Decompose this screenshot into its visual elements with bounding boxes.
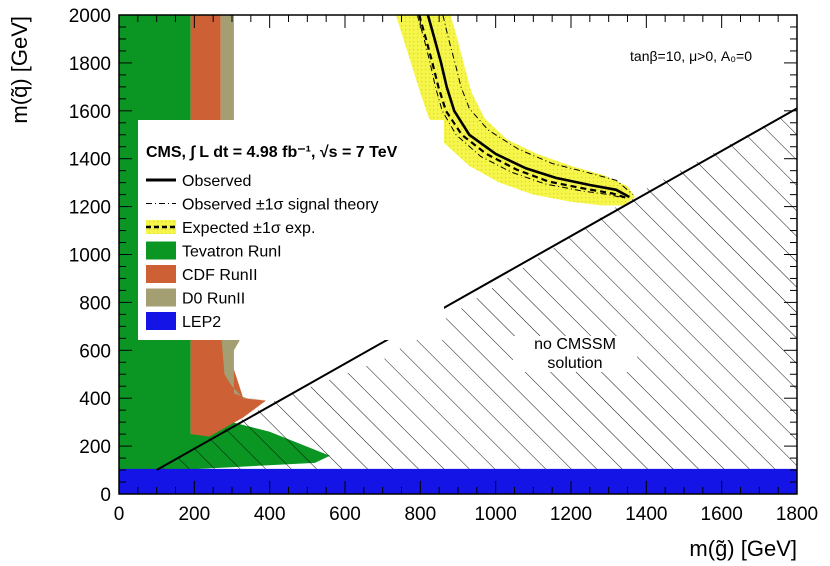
y-tick-label: 200 xyxy=(79,437,111,458)
legend-label: D0 RunII xyxy=(182,291,245,308)
annotation-line-2: solution xyxy=(547,355,602,372)
x-tick-label: 1000 xyxy=(475,504,517,525)
y-tick-label: 400 xyxy=(79,389,111,410)
legend-swatch xyxy=(146,265,176,283)
annotation-line-1: no CMSSM xyxy=(534,336,616,353)
theory-plus-curve xyxy=(442,15,634,195)
legend-label: LEP2 xyxy=(182,314,221,331)
legend-item-observed: Observed xyxy=(146,173,251,190)
legend-label: Expected ±1σ exp. xyxy=(182,220,315,237)
x-tick-label: 1600 xyxy=(701,504,743,525)
x-tick-label: 0 xyxy=(114,504,125,525)
legend-label: Tevatron RunI xyxy=(182,244,282,261)
legend-item-d0: D0 RunII xyxy=(146,288,245,308)
y-tick-label: 1200 xyxy=(69,198,111,219)
no-solution-boundary xyxy=(156,107,797,471)
legend-header: CMS, ∫ L dt = 4.98 fb⁻¹, √s = 7 TeV xyxy=(146,144,398,161)
y-tick-label: 600 xyxy=(79,341,111,362)
x-tick-label: 200 xyxy=(178,504,210,525)
legend-item-theory: Observed ±1σ signal theory xyxy=(146,197,379,214)
y-tick-label: 1400 xyxy=(69,150,111,171)
expected-band xyxy=(395,15,635,206)
legend-item-expected: Expected ±1σ exp. xyxy=(146,220,315,237)
legend-items: Observed Observed ±1σ signal theory Expect… xyxy=(146,173,379,331)
legend-label: CDF RunII xyxy=(182,267,258,284)
x-tick-label: 1800 xyxy=(776,504,818,525)
legend-swatch xyxy=(146,312,176,330)
legend: CMS, ∫ L dt = 4.98 fb⁻¹, √s = 7 TeV Obse… xyxy=(138,120,444,340)
curves xyxy=(156,15,797,471)
legend-label: Observed xyxy=(182,173,251,190)
legend-item-tevatron: Tevatron RunI xyxy=(146,241,282,261)
annotation-box xyxy=(513,336,637,372)
observed-curve xyxy=(426,15,631,199)
x-axis-title: m(g̃) [GeV] xyxy=(689,536,797,561)
legend-label: Observed ±1σ signal theory xyxy=(182,197,379,214)
x-tick-label: 800 xyxy=(404,504,436,525)
legend-band-swatch xyxy=(146,220,176,234)
x-tick-label: 1400 xyxy=(625,504,667,525)
expected-curve xyxy=(418,15,628,200)
x-tick-label: 1200 xyxy=(550,504,592,525)
y-tick-label: 1000 xyxy=(69,246,111,267)
x-tick-label: 600 xyxy=(329,504,361,525)
y-tick-label: 1600 xyxy=(69,102,111,123)
x-tick-label: 400 xyxy=(254,504,286,525)
y-axis-ticks xyxy=(119,14,797,495)
annotation: no CMSSM solution xyxy=(513,336,637,372)
legend-swatch xyxy=(146,288,176,307)
x-axis-ticks xyxy=(118,15,798,494)
legend-item-cdf: CDF RunII xyxy=(146,265,258,284)
legend-item-lep2: LEP2 xyxy=(146,312,221,331)
x-axis-tick-labels: 0 200 400 600 800 1000 1200 1400 1600 1800 xyxy=(114,504,818,525)
y-tick-label: 800 xyxy=(79,293,111,314)
y-tick-label: 2000 xyxy=(69,6,111,27)
model-params-label: tanβ=10, μ>0, A₀=0 xyxy=(630,48,752,64)
theory-minus-curve xyxy=(416,15,626,199)
y-tick-label: 0 xyxy=(100,485,111,506)
legend-box xyxy=(138,120,444,340)
legend-swatch xyxy=(146,241,176,260)
y-axis-title: m(q̃) [GeV] xyxy=(7,16,32,124)
y-tick-label: 1800 xyxy=(69,54,111,75)
y-axis-tick-labels: 0 200 400 600 800 1000 1200 1400 1600 1800 2000 xyxy=(69,6,111,506)
